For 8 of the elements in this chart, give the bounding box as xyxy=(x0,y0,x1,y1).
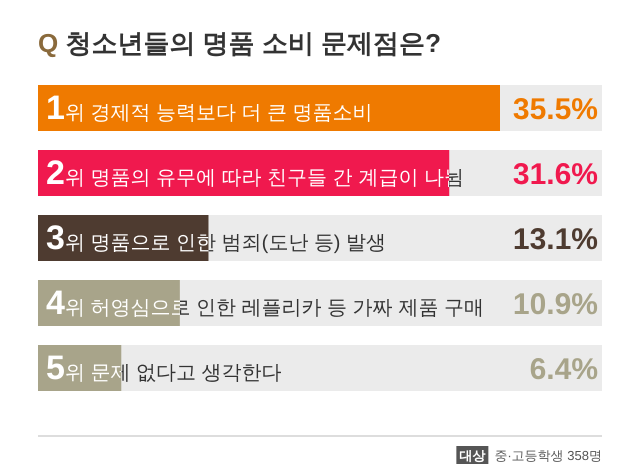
data-label: 13.1% xyxy=(512,223,598,256)
chart-title: Q 청소년들의 명품 소비 문제점은? xyxy=(38,28,442,58)
data-label: 35.5% xyxy=(512,93,598,126)
data-label: 10.9% xyxy=(512,288,598,321)
y-tick-label: 1위 경제적 능력보다 더 큰 명품소비 xyxy=(46,89,373,127)
text: 대상 중·고등학생 358명 xyxy=(459,448,602,463)
data-label: 6.4% xyxy=(530,353,598,386)
data-label: 31.6% xyxy=(512,158,598,191)
